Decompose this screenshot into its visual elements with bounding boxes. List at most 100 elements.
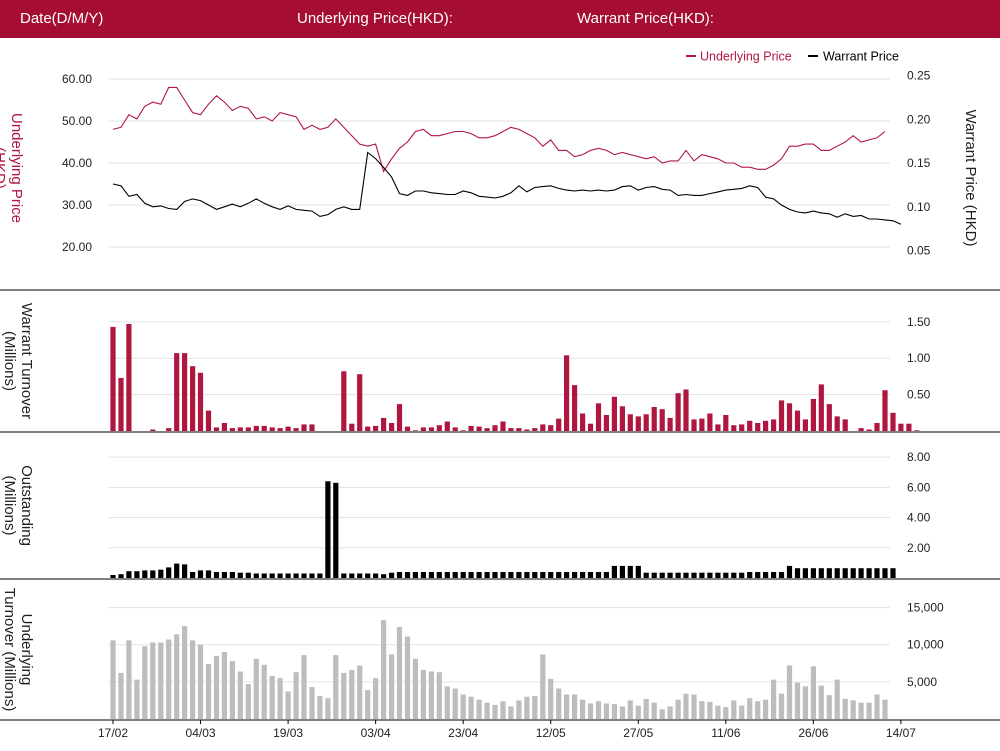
bar bbox=[229, 572, 235, 578]
bar bbox=[858, 702, 864, 719]
bar bbox=[747, 572, 753, 578]
bar bbox=[213, 655, 220, 719]
right-tick-label: 0.10 bbox=[907, 200, 931, 214]
x-tick-label: 17/02 bbox=[98, 726, 128, 740]
bar bbox=[707, 701, 713, 719]
bar bbox=[420, 572, 426, 578]
bar bbox=[229, 428, 235, 431]
bar bbox=[277, 573, 283, 578]
bar bbox=[619, 706, 625, 719]
bar bbox=[874, 568, 880, 578]
bar bbox=[293, 428, 299, 431]
x-tick-label: 23/04 bbox=[448, 726, 478, 740]
underlying-turnover-title: UnderlyingTurnover (Millions) bbox=[1, 588, 35, 712]
bar bbox=[221, 572, 227, 578]
bar bbox=[221, 652, 227, 719]
bar bbox=[309, 687, 315, 719]
bar bbox=[739, 705, 745, 719]
bar bbox=[389, 654, 395, 719]
bar bbox=[396, 404, 403, 431]
bar bbox=[667, 706, 673, 719]
bar bbox=[786, 403, 793, 431]
bar bbox=[253, 658, 259, 719]
bar bbox=[818, 568, 824, 578]
bar bbox=[659, 409, 665, 431]
bar bbox=[731, 700, 737, 719]
bar bbox=[882, 390, 888, 431]
bar bbox=[182, 564, 188, 578]
bar bbox=[659, 572, 665, 578]
bar bbox=[802, 568, 808, 578]
bar bbox=[755, 423, 761, 431]
bar bbox=[221, 423, 227, 431]
bar bbox=[595, 572, 602, 578]
bar bbox=[866, 429, 872, 431]
left-tick-label: 60.00 bbox=[62, 72, 92, 86]
bar bbox=[237, 427, 243, 431]
bar bbox=[739, 424, 745, 431]
warrant-chart[interactable]: Underlying Price Warrant Price 20.00 30.0… bbox=[0, 38, 1000, 751]
bar bbox=[699, 701, 705, 719]
bar bbox=[548, 572, 554, 578]
bar bbox=[532, 572, 538, 578]
bar bbox=[516, 572, 522, 578]
bar bbox=[197, 372, 204, 431]
bar bbox=[834, 679, 840, 719]
bar bbox=[516, 428, 522, 431]
left-tick-label: 50.00 bbox=[62, 114, 92, 128]
bar bbox=[428, 671, 434, 719]
bar bbox=[715, 705, 721, 719]
bar bbox=[556, 688, 562, 719]
bar bbox=[261, 573, 267, 578]
bar bbox=[134, 679, 140, 719]
bar bbox=[595, 403, 602, 431]
bar bbox=[731, 572, 737, 578]
bar bbox=[325, 698, 331, 719]
warrant-turnover-title: Warrant Turnover(Millions) bbox=[1, 303, 35, 419]
right-tick-label: 1.50 bbox=[907, 315, 931, 329]
bar bbox=[874, 694, 880, 719]
bar bbox=[866, 702, 872, 719]
bar bbox=[810, 568, 816, 578]
bar bbox=[564, 355, 570, 431]
bar bbox=[126, 640, 132, 719]
bar bbox=[500, 421, 506, 431]
bar bbox=[444, 421, 450, 431]
left-tick-label: 20.00 bbox=[62, 240, 92, 254]
x-tick-label: 19/03 bbox=[273, 726, 303, 740]
bar bbox=[532, 696, 538, 719]
bar bbox=[651, 702, 657, 719]
bar bbox=[285, 691, 291, 719]
bar bbox=[404, 636, 411, 719]
bar bbox=[778, 572, 785, 578]
bar bbox=[166, 639, 172, 719]
bar bbox=[468, 572, 474, 578]
bar bbox=[643, 414, 649, 431]
bar bbox=[269, 675, 275, 719]
bar bbox=[826, 568, 832, 578]
top-info-bar: Date(D/M/Y) Underlying Price(HKD): Warra… bbox=[0, 0, 1000, 38]
x-tick-label: 12/05 bbox=[536, 726, 566, 740]
bar bbox=[365, 573, 371, 578]
bar bbox=[205, 570, 212, 578]
bar bbox=[627, 414, 633, 431]
right-tick-label: 0.15 bbox=[907, 156, 931, 170]
bar bbox=[763, 420, 769, 431]
bar bbox=[396, 572, 403, 578]
bar bbox=[611, 704, 617, 719]
bar bbox=[118, 672, 124, 719]
bar bbox=[389, 572, 395, 578]
bar bbox=[810, 666, 816, 719]
bar bbox=[548, 678, 554, 719]
bar bbox=[381, 620, 387, 719]
bar bbox=[659, 709, 665, 719]
right-tick-label: 2.00 bbox=[907, 541, 931, 555]
bar bbox=[396, 626, 403, 719]
bar bbox=[619, 565, 625, 578]
bar bbox=[126, 324, 132, 431]
bar bbox=[301, 573, 307, 578]
bar bbox=[794, 568, 801, 578]
bar bbox=[452, 427, 458, 431]
bar bbox=[707, 572, 713, 578]
left-tick-label: 40.00 bbox=[62, 156, 92, 170]
